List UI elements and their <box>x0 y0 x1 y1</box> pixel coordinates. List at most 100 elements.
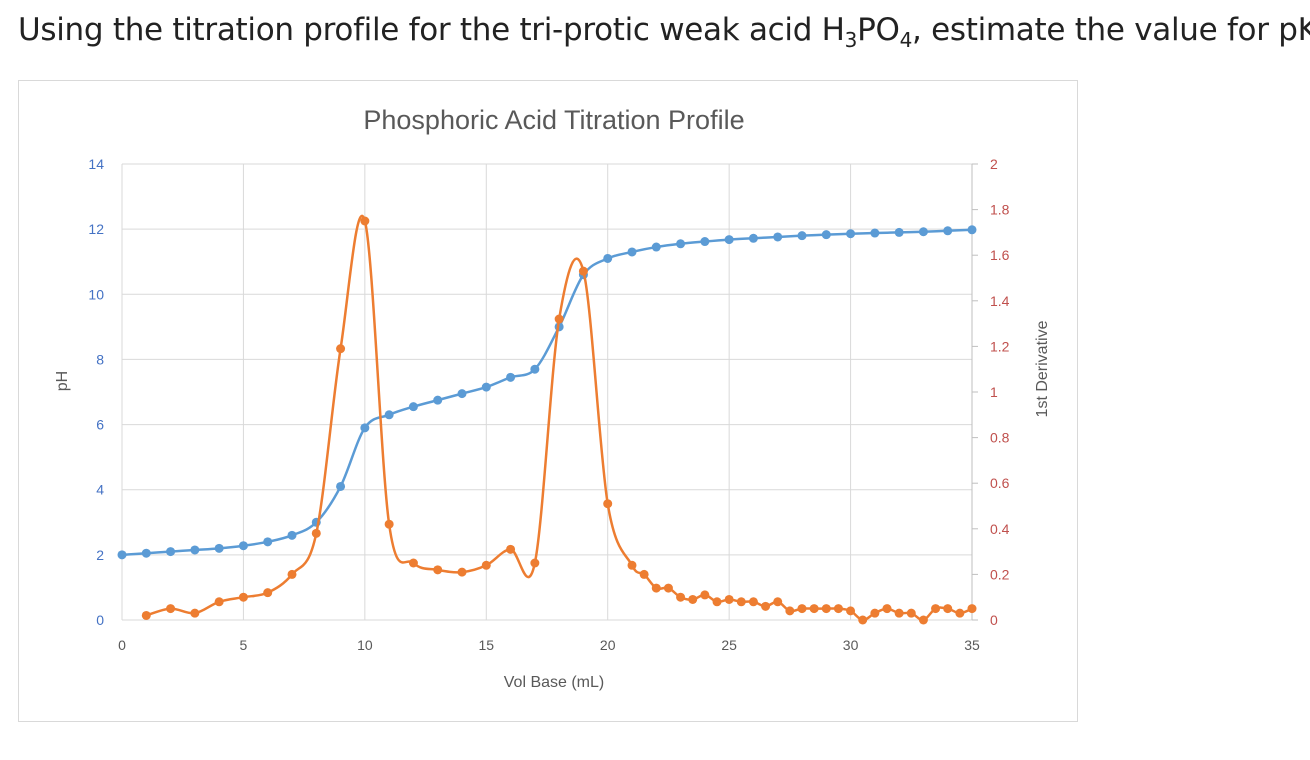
data-point-ph <box>457 389 467 399</box>
data-point-derivative <box>651 583 661 593</box>
data-point-derivative <box>676 592 686 602</box>
data-point-ph <box>967 225 977 235</box>
data-point-derivative <box>263 588 273 598</box>
data-point-ph <box>943 226 953 236</box>
data-point-ph <box>724 235 734 245</box>
data-point-derivative <box>833 604 843 614</box>
data-point-ph <box>481 382 491 392</box>
data-point-derivative <box>384 519 394 529</box>
y-tick-label: 2 <box>96 547 104 563</box>
data-point-ph <box>627 247 637 257</box>
data-point-derivative <box>894 608 904 618</box>
y2-tick-label: 0.2 <box>990 566 1010 582</box>
data-point-ph <box>384 410 394 420</box>
data-point-ph <box>408 402 418 412</box>
data-point-derivative <box>166 604 176 614</box>
data-point-derivative <box>967 604 977 614</box>
data-point-derivative <box>238 592 248 602</box>
grid-layer <box>121 163 973 621</box>
question-tail: , estimate the value for pK <box>912 12 1310 48</box>
data-point-derivative <box>603 499 613 509</box>
data-point-ph <box>530 364 540 374</box>
data-point-ph <box>918 227 928 237</box>
data-point-derivative <box>287 569 297 579</box>
x-tick-label: 10 <box>357 637 373 653</box>
x-axis-title: Vol Base (mL) <box>504 674 604 691</box>
data-point-derivative <box>846 606 856 616</box>
question-sub-4: 4 <box>899 28 913 53</box>
x-tick-label: 35 <box>964 637 980 653</box>
data-point-ph <box>651 242 661 252</box>
data-point-derivative <box>627 560 637 570</box>
data-point-derivative <box>554 314 564 324</box>
y2-tick-label: 1 <box>990 384 998 400</box>
x-tick-label: 25 <box>721 637 737 653</box>
data-point-ph <box>141 548 151 558</box>
data-point-derivative <box>821 604 831 614</box>
data-point-ph <box>263 537 273 547</box>
y2-tick-label: 0.6 <box>990 475 1010 491</box>
data-point-derivative <box>433 565 443 575</box>
data-point-derivative <box>955 608 965 618</box>
data-point-derivative <box>724 594 734 604</box>
data-point-ph <box>360 423 370 433</box>
data-point-ph <box>190 545 200 555</box>
y-tick-label: 12 <box>88 221 104 237</box>
data-point-ph <box>287 530 297 540</box>
chart-frame: 0 2 4 6 8 10 12 14 0 5 10 15 20 25 30 35 0 0.2 0.4 0.6 0.8 1 1… <box>18 80 1078 722</box>
y2-tick-label: 0.4 <box>990 521 1010 537</box>
x-tick-label: 20 <box>600 637 616 653</box>
data-point-derivative <box>761 601 771 611</box>
data-point-derivative <box>931 604 941 614</box>
data-point-ph <box>506 372 516 382</box>
question-text: Using the titration profile for the tri-… <box>18 12 1310 52</box>
y-tick-label: 10 <box>88 286 104 302</box>
data-point-derivative <box>870 608 880 618</box>
data-point-derivative <box>639 569 649 579</box>
data-point-derivative <box>785 606 795 616</box>
y2-tick-label: 1.2 <box>990 338 1010 354</box>
question-po: PO <box>857 12 900 48</box>
data-point-derivative <box>578 266 588 276</box>
data-point-derivative <box>712 597 722 607</box>
y-tick-label: 4 <box>96 482 104 498</box>
x-tick-label: 30 <box>843 637 859 653</box>
data-point-derivative <box>663 583 673 593</box>
data-point-ph <box>846 229 856 239</box>
chart-title: Phosphoric Acid Titration Profile <box>363 105 744 135</box>
x-tick-label: 15 <box>478 637 494 653</box>
data-point-derivative <box>748 597 758 607</box>
data-point-ph <box>676 239 686 249</box>
x-tick-label: 0 <box>118 637 126 653</box>
y2-axis-title: 1st Derivative <box>1034 320 1051 417</box>
data-point-derivative <box>141 610 151 620</box>
data-point-derivative <box>408 558 418 568</box>
data-point-ph <box>433 395 443 405</box>
x-tick-label: 5 <box>240 637 248 653</box>
data-point-derivative <box>336 344 346 354</box>
y2-tick-label: 2 <box>990 156 998 172</box>
data-point-derivative <box>918 615 928 625</box>
data-point-ph <box>700 237 710 247</box>
data-point-derivative <box>360 216 370 226</box>
data-point-ph <box>238 541 248 551</box>
y-tick-label: 6 <box>96 417 104 433</box>
data-point-derivative <box>311 528 321 538</box>
data-point-ph <box>773 232 783 242</box>
data-point-derivative <box>882 604 892 614</box>
y2-tick-label: 0 <box>990 612 998 628</box>
data-point-derivative <box>481 560 491 570</box>
data-point-derivative <box>773 597 783 607</box>
data-point-derivative <box>190 608 200 618</box>
data-point-ph <box>797 231 807 241</box>
y-tick-label: 0 <box>96 612 104 628</box>
data-point-ph <box>894 227 904 237</box>
data-point-ph <box>166 547 176 557</box>
y2-tick-label: 0.8 <box>990 430 1010 446</box>
titration-chart: 0 2 4 6 8 10 12 14 0 5 10 15 20 25 30 35 0 0.2 0.4 0.6 0.8 1 1… <box>54 105 1051 691</box>
data-point-derivative <box>688 594 698 604</box>
y2-tick-label: 1.6 <box>990 247 1010 263</box>
y-tick-label: 14 <box>88 156 104 172</box>
y2-tick-label: 1.8 <box>990 202 1010 218</box>
data-point-derivative <box>797 604 807 614</box>
